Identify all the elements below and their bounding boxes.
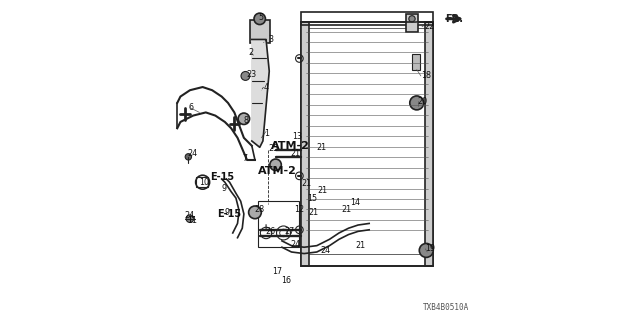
Circle shape	[254, 13, 266, 25]
Text: 28: 28	[254, 205, 264, 214]
Text: 11: 11	[188, 216, 197, 225]
Text: 21: 21	[316, 143, 326, 152]
Text: E-15: E-15	[217, 209, 241, 219]
Bar	[250, 20, 270, 43]
Text: 22: 22	[424, 22, 435, 31]
Bar	[301, 12, 433, 25]
Bar	[196, 178, 209, 187]
Bar	[306, 28, 428, 253]
Text: 5: 5	[259, 13, 264, 22]
Text: 4: 4	[264, 83, 269, 92]
Text: 26: 26	[266, 227, 276, 236]
Text: 21: 21	[291, 149, 301, 158]
Text: 24: 24	[188, 149, 198, 158]
Text: 21: 21	[301, 179, 312, 188]
Text: E-15: E-15	[211, 172, 235, 182]
Text: 24: 24	[321, 246, 331, 255]
Text: 1: 1	[264, 129, 269, 138]
Bar	[258, 201, 300, 247]
Circle shape	[248, 206, 261, 219]
Text: 3: 3	[269, 35, 274, 44]
Bar	[412, 54, 420, 69]
Text: 24: 24	[184, 211, 195, 220]
Bar	[425, 22, 433, 266]
Text: 9: 9	[224, 208, 229, 217]
Circle shape	[410, 96, 424, 110]
Text: 12: 12	[294, 205, 304, 214]
Circle shape	[419, 244, 433, 257]
Text: 13: 13	[292, 132, 302, 141]
Text: TXB4B0510A: TXB4B0510A	[423, 303, 469, 312]
Text: 16: 16	[282, 276, 291, 285]
Text: 15: 15	[307, 194, 317, 203]
Circle shape	[409, 16, 415, 22]
Polygon shape	[252, 39, 269, 147]
Text: 2: 2	[248, 48, 253, 57]
Text: 19: 19	[426, 244, 435, 253]
Bar	[301, 22, 433, 266]
Circle shape	[241, 71, 250, 80]
Text: 24: 24	[291, 240, 301, 249]
Text: 21: 21	[356, 241, 365, 250]
Circle shape	[185, 154, 191, 160]
Text: 14: 14	[351, 198, 360, 207]
Text: 21: 21	[317, 186, 328, 195]
Text: 21: 21	[342, 205, 352, 214]
Text: ATM-2: ATM-2	[271, 141, 310, 151]
Text: 23: 23	[246, 70, 257, 79]
Text: 6: 6	[188, 103, 193, 112]
Text: 21: 21	[308, 208, 318, 217]
Circle shape	[186, 215, 194, 222]
Text: 25: 25	[269, 144, 279, 153]
Circle shape	[270, 159, 282, 171]
Text: 20: 20	[418, 97, 428, 106]
Circle shape	[238, 113, 250, 124]
Text: FR.: FR.	[445, 14, 463, 24]
Text: 9: 9	[221, 184, 226, 193]
Text: 17: 17	[272, 267, 282, 276]
Text: ATM-2: ATM-2	[258, 166, 297, 176]
Text: 18: 18	[421, 71, 431, 80]
Text: 8: 8	[243, 116, 248, 125]
Text: 7: 7	[243, 154, 248, 163]
Bar	[406, 14, 419, 32]
Text: 10: 10	[199, 178, 209, 187]
Bar	[301, 22, 309, 266]
Text: 27: 27	[284, 227, 295, 236]
